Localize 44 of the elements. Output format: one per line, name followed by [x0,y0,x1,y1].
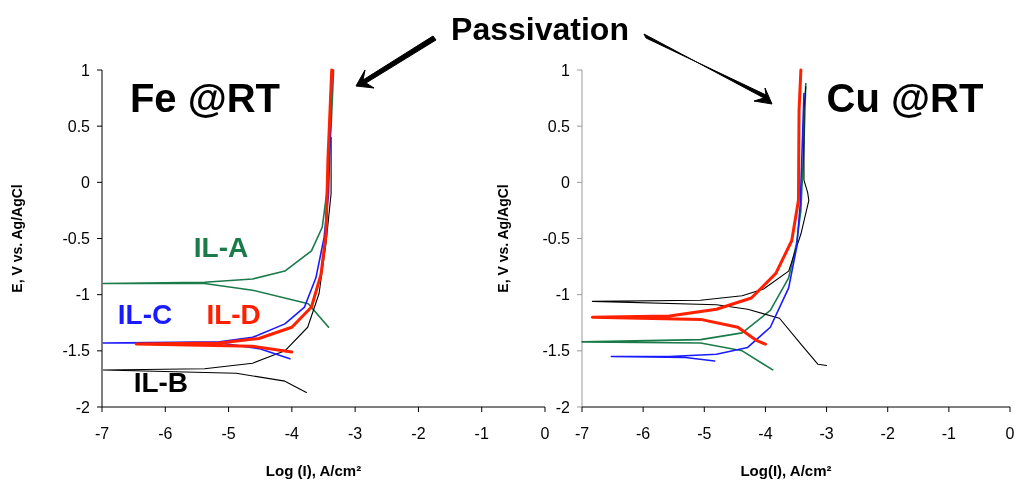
series-label: IL-D [206,298,261,330]
x-tick-label: -6 [636,425,651,442]
x-tick-label: -1 [941,425,957,442]
line-series [581,82,807,371]
y-tick-label: 1 [561,61,571,79]
x-axis-title: Log (I), A/cm² [265,462,362,479]
x-tick-label: -3 [819,425,834,442]
x-tick-label: -7 [574,425,590,442]
y-tick-label: 0 [81,173,91,191]
y-tick-label: -1.5 [542,342,571,360]
x-tick-label: -2 [411,425,426,442]
y-tick-label: -1 [555,286,571,304]
y-tick-label: -2 [555,398,571,416]
y-tick-label: -1.5 [62,342,91,360]
y-tick-label: 0.5 [547,117,571,135]
chart-title: Cu @RT [826,76,984,120]
y-tick-label: -0.5 [62,230,91,248]
x-tick-label: -5 [697,425,712,442]
line-series [591,86,828,366]
line-series [610,92,805,362]
chart-title: Fe @RT [129,76,281,120]
x-tick-label: -7 [94,425,110,442]
y-tick-label: -0.5 [542,230,571,248]
series-label: IL-A [193,232,249,264]
x-tick-label: -4 [758,425,773,442]
series-label: IL-C [117,298,173,330]
y-axis-title: E, V vs. Ag/AgCl [495,184,511,293]
y-tick-label: 1 [81,61,91,79]
line-series [590,68,803,346]
x-tick-label: 0 [1005,425,1015,442]
y-tick-label: -1 [75,286,91,304]
x-tick-label: -5 [221,425,236,442]
y-axis-title: E, V vs. Ag/AgCl [9,184,25,293]
y-tick-label: 0 [561,173,571,191]
y-tick-label: 0.5 [67,117,91,135]
x-tick-label: -4 [284,425,300,442]
series-label: IL-B [133,367,189,399]
x-tick-label: -1 [474,425,489,442]
x-tick-label: -6 [158,425,173,442]
x-tick-label: -3 [348,425,363,442]
x-tick-label: -2 [880,425,895,442]
x-axis-title: Log(I), A/cm² [740,462,832,479]
y-tick-label: -2 [75,398,91,416]
text: Passivation [451,11,629,47]
